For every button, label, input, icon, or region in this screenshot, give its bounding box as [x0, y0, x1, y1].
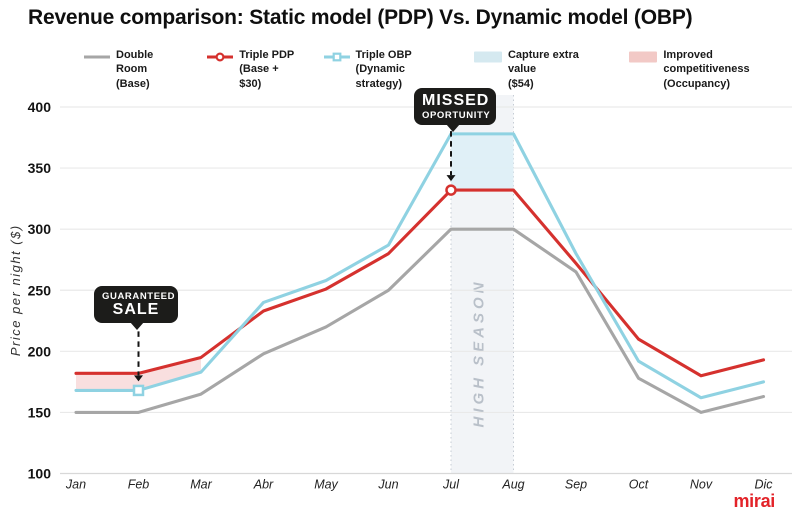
- x-axis-labels: Jan Feb Mar Abr May Jun Jul Aug Sep Oct Nov Dic: [65, 478, 773, 492]
- y-tick-label: 400: [28, 99, 52, 115]
- legend-label-main: Double Room: [116, 49, 154, 76]
- legend: Double Room (Base) Triple PDP (Base + $3…: [84, 48, 800, 91]
- legend-label: Double Room (Base): [116, 48, 186, 91]
- legend-label-sub: (Occupancy): [663, 77, 731, 90]
- chart-canvas: HIGH SEASON 100 150 200 250 300 350 400 Price pe…: [8, 95, 792, 492]
- y-tick-label: 150: [28, 404, 52, 420]
- annotation-text-small: OPORTUNITY: [422, 109, 491, 121]
- improved-competitiveness-fill-swatch-icon: [629, 51, 658, 63]
- triple-pdp-line-circle-swatch-icon: [207, 51, 234, 63]
- x-tick-label: Jul: [442, 478, 460, 492]
- legend-item-double-room: Double Room (Base): [84, 48, 186, 91]
- x-tick-label: Jun: [377, 478, 398, 492]
- y-axis-title: Price per night ($): [8, 224, 23, 356]
- series-line-triple-obp-dynamic-strategy: [74, 132, 766, 400]
- legend-item-triple-obp: Triple OBP (Dynamic strategy): [323, 48, 453, 91]
- capture-extra-value-fill: [451, 133, 514, 191]
- y-tick-label: 300: [28, 221, 52, 237]
- legend-label: Triple PDP (Base + $30): [239, 48, 302, 91]
- legend-label-main: Capture extra value: [507, 49, 579, 76]
- x-tick-label: Aug: [501, 478, 524, 492]
- y-tick-label: 200: [28, 343, 52, 359]
- mirai-logo: mirai: [733, 491, 775, 511]
- legend-label-sub: (Dynamic strategy): [355, 63, 406, 90]
- annotation-guaranteed-sale: GUARANTEED SALE: [94, 286, 178, 331]
- legend-label-sub: ($54): [507, 77, 534, 90]
- x-tick-label: Dic: [754, 478, 773, 492]
- series-line-double-room-base: [74, 227, 766, 414]
- legend-label-main: Triple PDP: [239, 49, 295, 61]
- legend-label-sub: (Base): [116, 77, 150, 90]
- legend-label: Improved competitiveness (Occupancy): [663, 48, 800, 91]
- annotation-missed-oportunity: MISSED OPORTUNITY: [414, 88, 496, 133]
- high-season-label: HIGH SEASON: [470, 278, 487, 427]
- annotation-text-big: SALE: [112, 301, 160, 319]
- x-tick-label: Nov: [690, 478, 713, 492]
- annotation-arrow-guaranteed-sale: [134, 331, 143, 382]
- y-tick-label: 350: [28, 160, 52, 176]
- x-tick-label: Jan: [65, 478, 86, 492]
- double-room-line-swatch-icon: [84, 51, 110, 63]
- legend-label: Capture extra value ($54): [508, 48, 608, 91]
- annotation-text-big: MISSED: [422, 92, 490, 109]
- triple-obp-line-square-swatch-icon: [323, 51, 350, 63]
- annotation-pointer-icon: [130, 322, 144, 331]
- y-tick-label: 100: [28, 466, 52, 482]
- legend-item-capture-extra-value: Capture extra value ($54): [473, 48, 608, 91]
- gridlines: 100 150 200 250 300 350 400 Price per night ($): [8, 99, 792, 482]
- x-tick-label: Mar: [190, 478, 212, 492]
- marker-circle-jul: [445, 184, 457, 196]
- chart-title: Revenue comparison: Static model (PDP) V…: [28, 6, 693, 29]
- annotation-pointer-icon: [446, 124, 460, 133]
- x-tick-label: Oct: [629, 478, 649, 492]
- legend-label-sub: (Base + $30): [239, 63, 279, 90]
- annotation-text-small: GUARANTEED: [102, 291, 176, 302]
- x-tick-label: Abr: [253, 478, 274, 492]
- legend-label: Triple OBP (Dynamic strategy): [356, 48, 453, 91]
- legend-item-improved-competitiveness: Improved competitiveness (Occupancy): [629, 48, 800, 91]
- marker-square-feb: [132, 384, 145, 397]
- legend-label-main: Triple OBP: [355, 49, 412, 61]
- series-line-triple-pdp-base-30: [74, 188, 766, 378]
- legend-label-main: Improved competitiveness: [663, 49, 750, 76]
- legend-item-triple-pdp: Triple PDP (Base + $30): [207, 48, 302, 91]
- x-tick-label: Feb: [128, 478, 150, 492]
- x-tick-label: Sep: [565, 478, 587, 492]
- annotation-arrow-missed-oportunity: [446, 131, 456, 182]
- capture-extra-value-fill-swatch-icon: [473, 51, 502, 63]
- y-tick-label: 250: [28, 282, 52, 298]
- x-tick-label: May: [314, 478, 338, 492]
